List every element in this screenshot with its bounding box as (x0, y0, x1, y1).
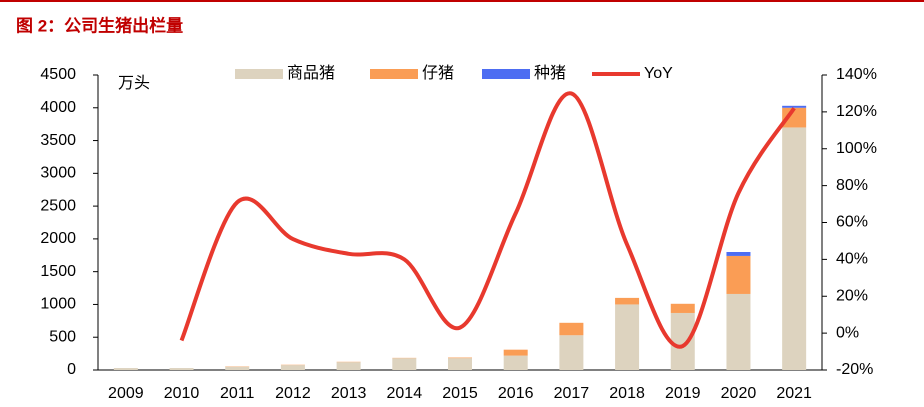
x-tick-label: 2011 (220, 385, 255, 402)
legend-label: YoY (644, 65, 673, 82)
y2-tick-label: 100% (836, 140, 877, 157)
bar (670, 303, 695, 313)
y-tick-label: 500 (49, 328, 76, 345)
legend-label: 仔猪 (422, 64, 454, 82)
line (179, 91, 796, 349)
x-tick-label: 2015 (442, 385, 478, 402)
y2-tick-label: 140% (836, 66, 877, 83)
x-tick-label: 2021 (776, 385, 812, 402)
legend-swatch (370, 69, 418, 79)
bar (392, 358, 417, 370)
y2-tick-label: 40% (836, 251, 868, 268)
bar (225, 366, 250, 370)
x-tick-label: 2016 (498, 385, 534, 402)
bar (726, 293, 751, 370)
bar (782, 107, 807, 128)
bar (670, 312, 695, 370)
x-tick-label: 2018 (609, 385, 645, 402)
legend-label: 种猪 (534, 64, 566, 82)
y-tick-label: 2000 (40, 230, 76, 247)
bar (726, 252, 751, 256)
x-tick-label: 2019 (665, 385, 701, 402)
x-tick-label: 2012 (275, 385, 311, 402)
bar (113, 368, 138, 370)
y2-tick-label: 60% (836, 214, 868, 231)
bar (782, 127, 807, 370)
y-tick-label: 2500 (40, 197, 76, 214)
bar (280, 365, 305, 370)
x-tick-label: 2017 (554, 385, 590, 402)
bar (503, 349, 528, 356)
legend-swatch (235, 69, 283, 79)
y2-tick-label: 0% (836, 324, 859, 341)
x-tick-label: 2009 (108, 385, 144, 402)
bar (726, 255, 751, 294)
x-tick-label: 2010 (164, 385, 200, 402)
y-tick-label: 1500 (40, 263, 76, 280)
bar (336, 362, 361, 370)
bar (559, 322, 584, 336)
y2-tick-label: 20% (836, 287, 868, 304)
bar (169, 368, 194, 370)
legend-swatch (482, 69, 530, 79)
y2-tick-label: 80% (836, 177, 868, 194)
bar (448, 358, 472, 370)
bar (615, 297, 640, 305)
x-tick-label: 2020 (721, 385, 757, 402)
y-tick-label: 4000 (40, 99, 76, 116)
bar (782, 105, 807, 108)
x-tick-label: 2013 (331, 385, 367, 402)
bar (559, 335, 584, 370)
x-tick-label: 2014 (387, 385, 423, 402)
bar (615, 304, 640, 370)
y-tick-label: 4500 (40, 66, 76, 83)
y-tick-label: 3500 (40, 132, 76, 149)
y2-tick-label: -20% (836, 361, 873, 378)
y-tick-label: 3000 (40, 165, 76, 182)
chart-title: 图 2：公司生猪出栏量 (16, 15, 183, 35)
y-axis-unit: 万头 (118, 74, 150, 92)
y-tick-label: 1000 (40, 296, 76, 313)
bar (503, 355, 528, 370)
bar (448, 357, 472, 359)
y2-tick-label: 120% (836, 103, 877, 120)
y-tick-label: 0 (67, 361, 76, 378)
legend-label: 商品猪 (287, 64, 335, 82)
